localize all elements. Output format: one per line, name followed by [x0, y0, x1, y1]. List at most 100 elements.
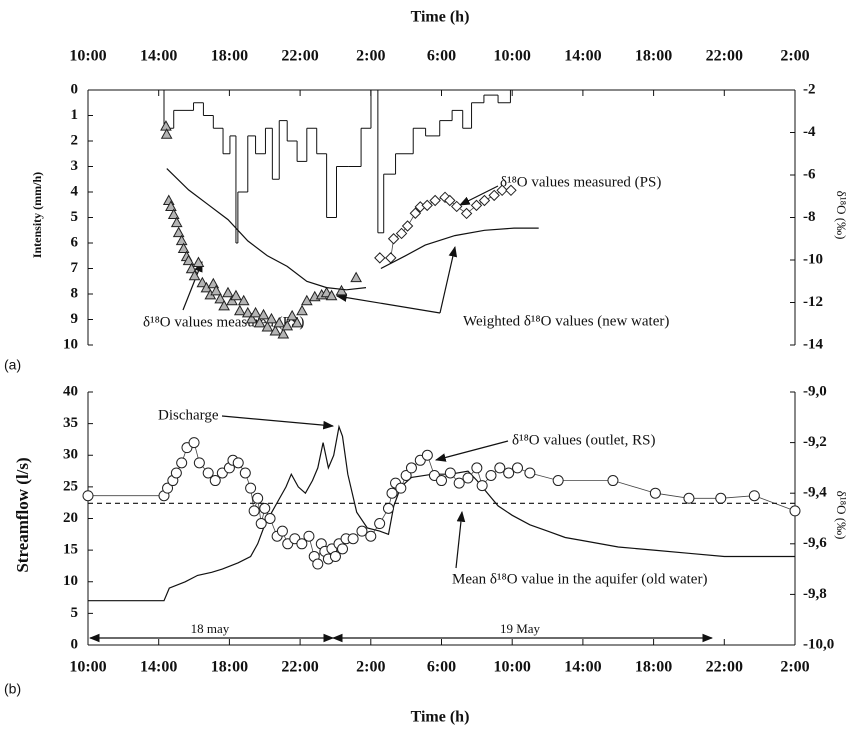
triangle-marker: [175, 234, 188, 246]
y2-axis-title: δ¹⁸O (‰): [834, 191, 849, 240]
x-tick-label: 22:00: [281, 659, 318, 676]
diamond-marker: [478, 194, 491, 207]
circle-marker: [296, 538, 308, 550]
diamond-marker: [496, 184, 508, 197]
y2-axis-title: δ¹⁸O (‰): [834, 491, 849, 540]
diamond-marker: [395, 227, 408, 240]
y2-tick-label: -4: [803, 124, 816, 140]
x-tick-label: 14:00: [564, 659, 601, 676]
y2-tick-label: -2: [803, 81, 816, 97]
x-tick-label: 18:00: [211, 659, 248, 676]
circle-marker: [715, 492, 727, 504]
triangle-marker: [257, 308, 270, 320]
triangle-marker: [160, 128, 173, 139]
circle-marker: [485, 469, 497, 481]
y2-tick-label: -9,2: [803, 434, 827, 450]
annotation-arrow: [182, 260, 203, 311]
y-tick-label: 0: [71, 81, 79, 97]
triangle-marker: [196, 276, 209, 288]
circle-marker: [239, 467, 251, 479]
y2-tick-label: -10,0: [803, 636, 834, 652]
triangle-marker: [188, 269, 201, 281]
diamond-marker: [409, 207, 422, 219]
annotation-arrow: [434, 440, 509, 462]
circle-marker: [170, 467, 182, 479]
x-tick-label: 2:00: [356, 48, 385, 65]
circle-marker: [552, 475, 564, 487]
y-tick-label: 10: [63, 336, 78, 352]
circle-marker: [232, 457, 244, 469]
triangle-marker: [350, 271, 362, 283]
y-tick-label: 1: [71, 107, 79, 123]
circle-marker: [649, 487, 661, 499]
circle-marker: [264, 513, 276, 524]
triangle-marker: [300, 294, 313, 306]
y2-tick-label: -9,6: [803, 535, 827, 551]
y-tick-label: 30: [63, 447, 78, 463]
y-tick-label: 8: [71, 285, 79, 301]
x-tick-label: 14:00: [140, 48, 177, 65]
diamond-marker: [450, 200, 463, 213]
annotation: Mean δ¹⁸O value in the aquifer (old wate…: [452, 571, 707, 587]
diamond-marker: [421, 199, 433, 212]
x-axis-title: Time (h): [411, 9, 470, 26]
triangle-marker: [325, 289, 338, 301]
circle-marker: [444, 467, 456, 479]
x-tick-label: 2:00: [356, 659, 385, 676]
annotation-arrow: [439, 245, 458, 314]
series-line: [88, 424, 795, 602]
y-axis-title: Streamflow (l/s): [13, 457, 32, 572]
x-tick-label: 22:00: [706, 48, 743, 65]
diamond-marker: [488, 189, 500, 202]
triangle-marker: [210, 284, 222, 296]
circle-marker: [193, 457, 205, 469]
circle-marker: [524, 467, 536, 479]
y-tick-label: 35: [63, 415, 78, 431]
triangle-marker: [226, 294, 238, 306]
y-tick-label: 2: [71, 132, 79, 148]
y-tick-label: 4: [71, 183, 79, 199]
triangle-marker: [249, 306, 262, 318]
triangle-marker: [245, 312, 258, 324]
circle-marker: [382, 502, 394, 514]
diamond-marker: [429, 194, 441, 207]
circle-marker: [400, 469, 412, 481]
annotation-arrow: [335, 293, 441, 314]
y2-tick-label: -9,8: [803, 586, 827, 602]
panel-label: (b): [4, 681, 21, 697]
panel: 10:00 14:00 18:00 22:00 2:00 6:00 10:00 14:00 18…: [63, 48, 823, 353]
y2-tick-label: -9,0: [803, 383, 827, 399]
y-tick-label: 25: [63, 478, 78, 494]
x-tick-label: 2:00: [780, 48, 809, 65]
circle-marker: [789, 505, 801, 517]
triangle-marker: [273, 316, 286, 328]
circle-marker: [337, 543, 349, 555]
y-axis-title: Intensity (mm/h): [30, 172, 44, 258]
x-tick-label: 14:00: [564, 48, 601, 65]
triangle-marker: [222, 286, 234, 298]
y2-tick-label: -6: [803, 166, 816, 182]
circle-marker: [421, 449, 433, 461]
triangle-marker: [281, 319, 294, 331]
y2-tick-label: -10: [803, 251, 823, 267]
diamond-marker: [470, 199, 483, 212]
circle-marker: [329, 550, 341, 562]
circle-marker: [162, 482, 174, 494]
x-tick-label: 6:00: [427, 659, 456, 676]
annotation-arrow: [459, 185, 499, 206]
triangle-marker: [296, 304, 308, 316]
y-tick-label: 40: [63, 383, 78, 399]
triangle-marker: [261, 320, 274, 332]
diamond-marker: [374, 252, 386, 264]
diamond-marker: [505, 184, 517, 197]
circle-marker: [176, 457, 188, 469]
triangle-marker: [237, 294, 250, 306]
circle-marker: [347, 533, 359, 545]
y-tick-label: 20: [63, 510, 78, 526]
circle-marker: [503, 467, 515, 479]
x-tick-label: 2:00: [780, 659, 809, 676]
y-tick-label: 5: [71, 209, 79, 225]
y2-tick-label: -9,4: [803, 485, 827, 501]
y-tick-label: 5: [71, 605, 79, 621]
